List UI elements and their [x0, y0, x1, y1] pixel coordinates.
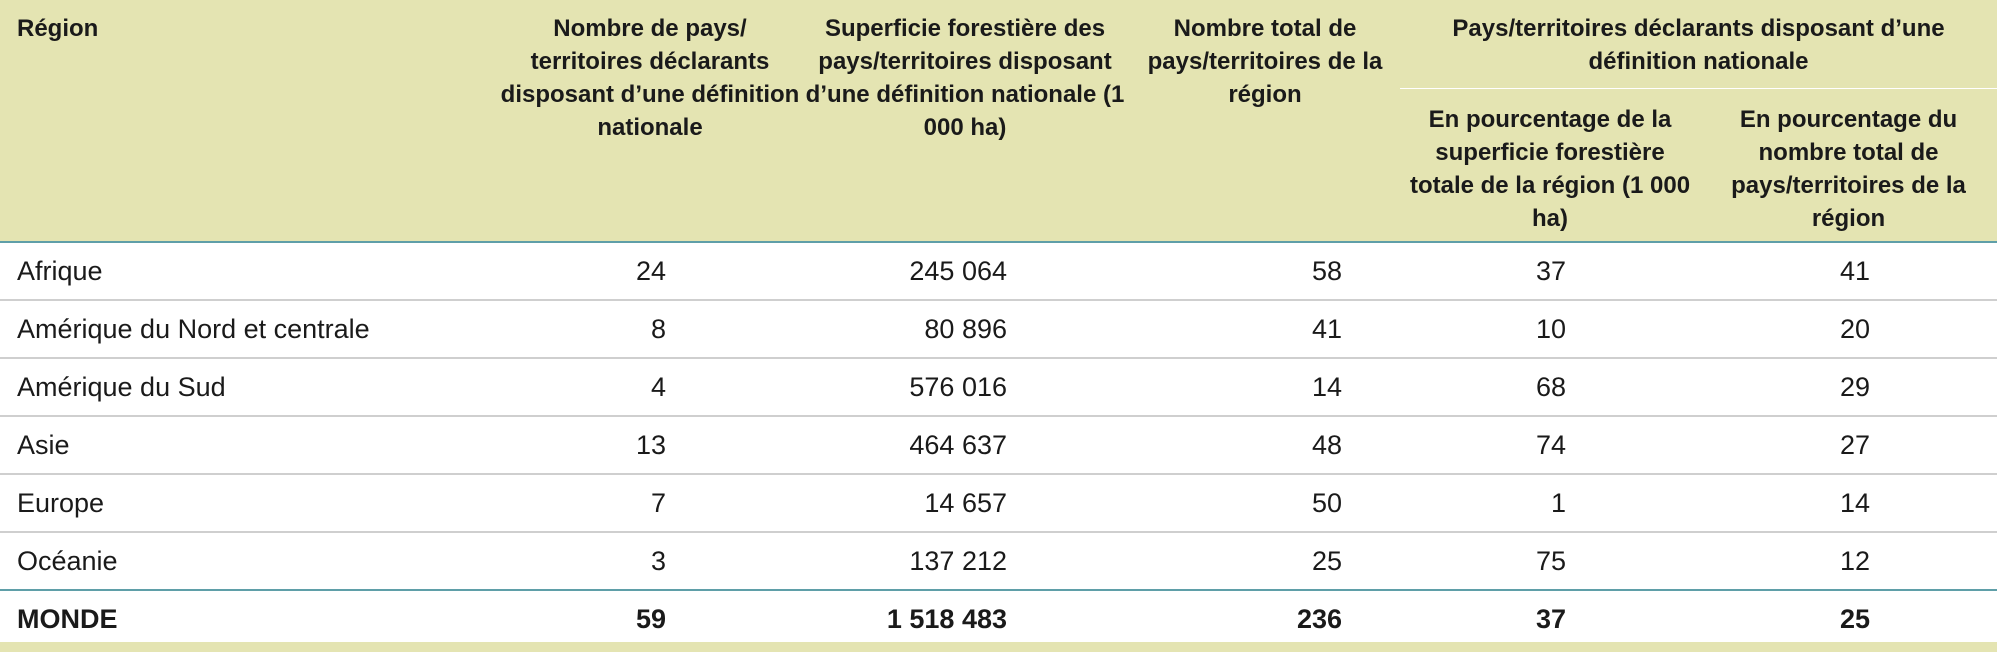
- cell-region: Océanie: [17, 545, 118, 576]
- table-body: Afrique 24 245 064 58 37 41 Amérique du …: [0, 242, 1997, 649]
- cell-n-countries-total: 59: [500, 589, 800, 649]
- cell-n-countries: 3: [650, 545, 666, 576]
- cell-pct-count: 20: [1700, 300, 1997, 359]
- cell-area: 464 637: [800, 416, 1130, 475]
- cell-pct-count-total: 25: [1700, 589, 1997, 649]
- cell-region: Amérique du Sud: [0, 358, 500, 417]
- header-total-countries: Nombre total de pays/territoires de la r…: [1130, 0, 1400, 243]
- table-header: Région Nombre de pays/ territoires décla…: [0, 0, 1997, 243]
- total-row: MONDE 59 1 518 483 236 37 25: [0, 589, 1997, 649]
- header-forest-area: Superficie forestière des pays/territoir…: [800, 0, 1130, 243]
- cell-pct-count: 14: [1700, 474, 1997, 533]
- cell-pct-area: 68: [1400, 358, 1700, 417]
- cell-total: 50: [1130, 474, 1400, 533]
- table-row: Océanie 3 137 212 25 75 12: [0, 532, 1997, 590]
- cell-total: 41: [1130, 300, 1400, 359]
- cell-area: 245 064: [800, 242, 1130, 301]
- cell-n-countries: 4: [500, 358, 800, 417]
- table-row: Europe 7 14 657 50 1 14: [0, 474, 1997, 533]
- cell-area: 14 657: [800, 474, 1130, 533]
- header-pct-count: En pourcentage du nombre total de pays/t…: [1700, 88, 1997, 243]
- footer-band: [0, 642, 1997, 652]
- table-row: Amérique du Sud 4 576 016 14 68 29: [0, 358, 1997, 417]
- cell-n-countries: 7: [500, 474, 800, 533]
- cell-area: 137 212: [909, 545, 1007, 576]
- cell-pct-area: 1: [1400, 474, 1700, 533]
- table-row: Afrique 24 245 064 58 37 41: [0, 242, 1997, 301]
- cell-n-countries: 13: [500, 416, 800, 475]
- cell-pct-count: 41: [1700, 242, 1997, 301]
- cell-total: 25: [1311, 545, 1342, 576]
- cell-total: 58: [1130, 242, 1400, 301]
- cell-region: Afrique: [0, 242, 500, 301]
- header-region: Région: [0, 0, 500, 243]
- cell-pct-count: 27: [1700, 416, 1997, 475]
- cell-pct-area: 74: [1400, 416, 1700, 475]
- cell-pct-area: 10: [1400, 300, 1700, 359]
- cell-pct-area: 37: [1400, 242, 1700, 301]
- cell-region: Amérique du Nord et centrale: [0, 300, 500, 359]
- cell-n-countries: 8: [500, 300, 800, 359]
- cell-area-total: 1 518 483: [800, 589, 1130, 649]
- cell-pct-count: 12: [1839, 545, 1871, 576]
- cell-area: 80 896: [800, 300, 1130, 359]
- cell-pct-area-total: 37: [1400, 589, 1700, 649]
- header-pct-area: En pourcentage de la superficie forestiè…: [1400, 88, 1700, 243]
- cell-area: 576 016: [800, 358, 1130, 417]
- cell-n-countries: 24: [500, 242, 800, 301]
- header-countries-with-definition: Nombre de pays/ territoires déclarants d…: [500, 0, 800, 243]
- cell-total-total: 236: [1130, 589, 1400, 649]
- header-group-reporting: Pays/territoires déclarants disposant d’…: [1400, 0, 1997, 89]
- cell-region-total: MONDE: [0, 589, 500, 649]
- table-row: Amérique du Nord et centrale 8 80 896 41…: [0, 300, 1997, 359]
- cell-region: Asie: [0, 416, 500, 475]
- cell-pct-area: 75: [1535, 545, 1566, 576]
- cell-region: Europe: [0, 474, 500, 533]
- table-row: Asie 13 464 637 48 74 27: [0, 416, 1997, 475]
- cell-pct-count: 29: [1700, 358, 1997, 417]
- cell-total: 48: [1130, 416, 1400, 475]
- cell-total: 14: [1130, 358, 1400, 417]
